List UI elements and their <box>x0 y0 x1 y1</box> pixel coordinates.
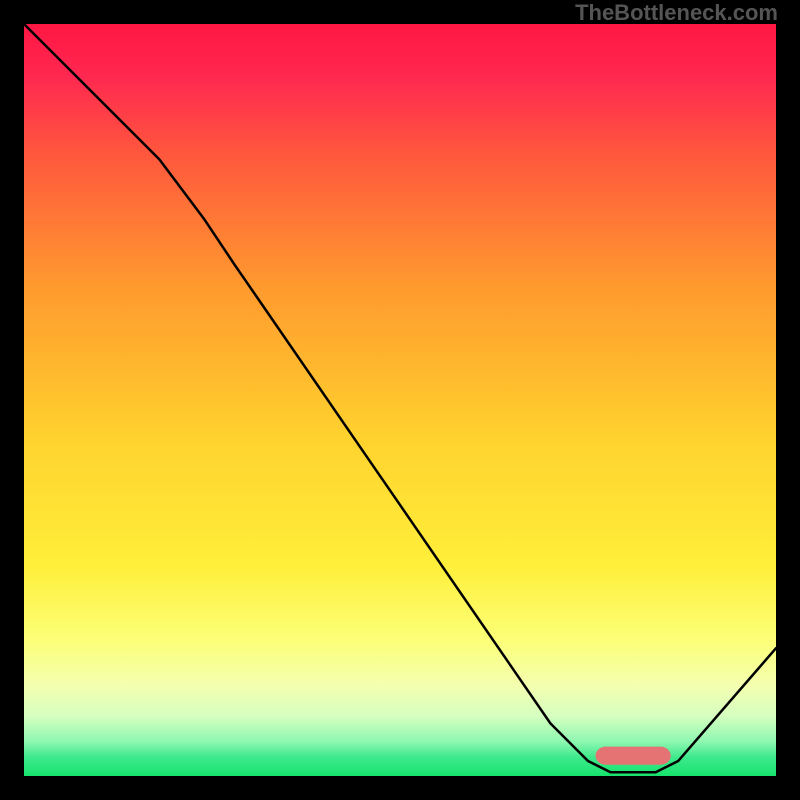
plot-area <box>24 24 776 776</box>
chart-svg <box>24 24 776 776</box>
watermark-text: TheBottleneck.com <box>575 0 778 26</box>
bottleneck-curve <box>24 24 776 772</box>
optimal-marker <box>596 747 671 765</box>
